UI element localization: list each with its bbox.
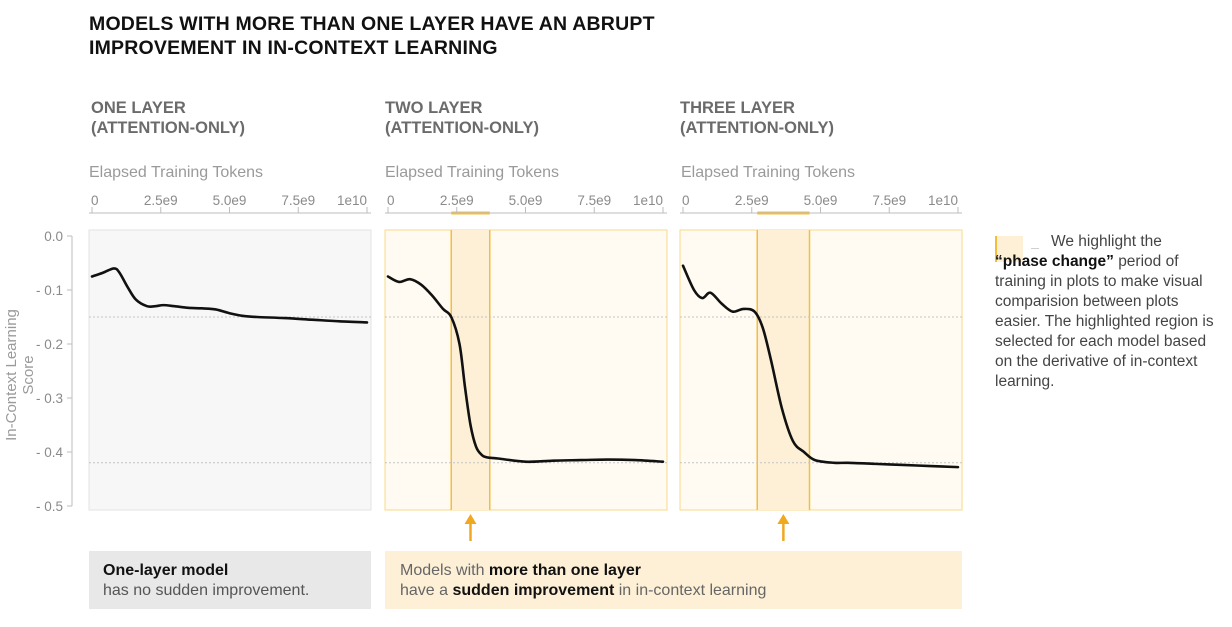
y-tick-label: - 0.1 (36, 283, 63, 298)
panel-title-three-layer: THREE LAYER (ATTENTION-ONLY) (680, 98, 940, 138)
plot-area (384, 229, 668, 511)
legend-lead: We highlight the (1051, 233, 1162, 250)
callout-one-layer-text: has no sudden improvement. (103, 582, 310, 599)
callout-multi-emphasis-1: more than one layer (488, 562, 641, 579)
x-tick-label: 2.5e9 (735, 193, 769, 208)
x-tick-label: 7.5e9 (872, 193, 906, 208)
x-tick-label: 5.0e9 (213, 193, 247, 208)
y-tick-label: - 0.5 (36, 499, 63, 514)
legend-emphasis: “phase change” (995, 253, 1114, 270)
series-line (90, 267, 369, 324)
x-tick-label: 2.5e9 (144, 193, 178, 208)
callout-multi-pre: Models with (400, 562, 489, 579)
x-tick-label: 7.5e9 (577, 193, 611, 208)
panel-title-one-layer: ONE LAYER (ATTENTION-ONLY) (91, 98, 351, 138)
x-tick-label: 2.5e9 (440, 193, 474, 208)
legend-text: We highlight the “phase change” period o… (995, 232, 1225, 392)
panel-title-line2: (ATTENTION-ONLY) (385, 119, 539, 137)
callout-one-layer: One-layer model has no sudden improvemen… (89, 551, 371, 609)
x-axis-title-one-layer: Elapsed Training Tokens (89, 164, 264, 181)
x-tick-label: 5.0e9 (804, 193, 838, 208)
callout-multi-post: in in-context learning (614, 582, 767, 599)
plot-area (88, 229, 372, 511)
series-line (386, 275, 665, 464)
x-tick-label: 1e10 (633, 193, 663, 208)
x-tick-label: 0 (682, 193, 690, 208)
phase-change-region (451, 230, 490, 510)
phase-change-arrow-head (464, 514, 477, 524)
y-tick-label: 0.0 (44, 229, 63, 244)
panel-title-line1: THREE LAYER (680, 99, 795, 117)
x-axis-title-two-layer: Elapsed Training Tokens (385, 164, 560, 181)
panel-title-line2: (ATTENTION-ONLY) (91, 119, 245, 137)
plot-area (679, 229, 963, 511)
x-tick-label: 7.5e9 (281, 193, 315, 208)
callout-multi-mid: have a (400, 582, 453, 599)
x-tick-label: 0 (387, 193, 395, 208)
callout-one-layer-emphasis: One-layer model (103, 562, 229, 579)
callout-multi-emphasis-2: sudden improvement (452, 582, 615, 599)
legend-rest: period of training in plots to make visu… (995, 253, 1214, 390)
x-axis-title-three-layer: Elapsed Training Tokens (681, 164, 856, 181)
panel-title-line1: TWO LAYER (385, 99, 483, 117)
series-line (681, 264, 960, 469)
x-tick-label: 1e10 (928, 193, 958, 208)
callout-multi-layer: Models with more than one layer have a s… (385, 551, 962, 609)
y-tick-label: - 0.4 (36, 445, 64, 460)
x-tick-label: 5.0e9 (509, 193, 543, 208)
phase-change-arrow-head (777, 514, 790, 524)
y-tick-label: - 0.3 (36, 391, 63, 406)
x-tick-label: 1e10 (337, 193, 367, 208)
y-tick-label: - 0.2 (36, 337, 63, 352)
panel-title-line1: ONE LAYER (91, 99, 186, 117)
legend-divider (1031, 248, 1039, 249)
phase-change-region (757, 230, 810, 510)
legend-highlight-swatch (995, 236, 1023, 262)
panel-title-line2: (ATTENTION-ONLY) (680, 119, 834, 137)
x-tick-label: 0 (91, 193, 99, 208)
page-title: MODELS WITH MORE THAN ONE LAYER HAVE AN … (89, 13, 655, 59)
panel-title-two-layer: TWO LAYER (ATTENTION-ONLY) (385, 98, 645, 138)
